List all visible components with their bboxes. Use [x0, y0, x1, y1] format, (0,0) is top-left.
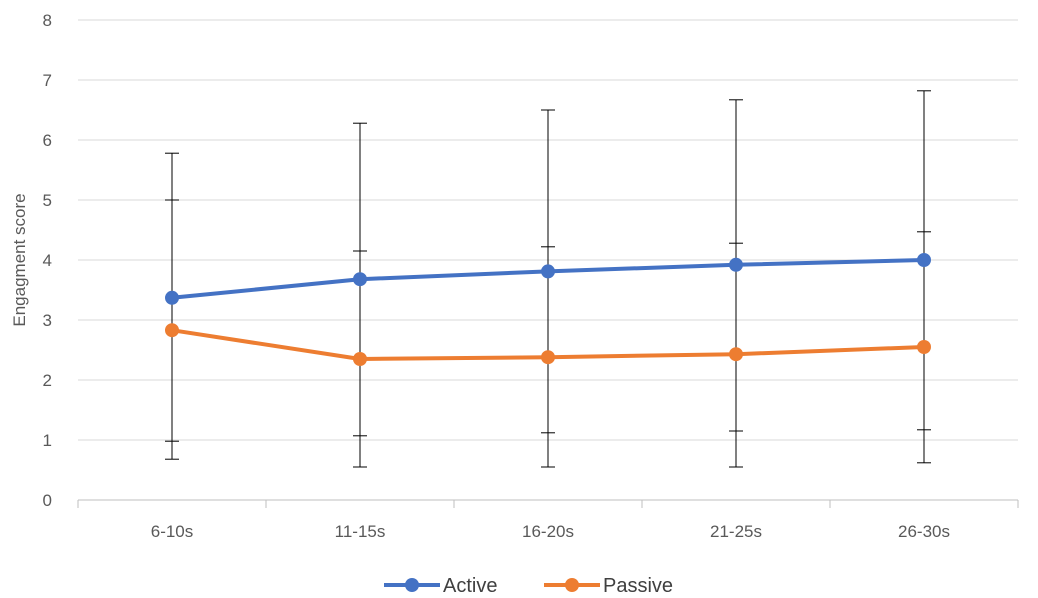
x-tick-label: 6-10s [151, 522, 194, 541]
x-tick-label: 26-30s [898, 522, 950, 541]
error-bars [165, 90, 931, 468]
y-tick-label: 1 [43, 431, 52, 450]
data-point-active [917, 253, 931, 267]
y-tick-label: 2 [43, 371, 52, 390]
data-point-active [541, 264, 555, 279]
y-tick-label: 4 [43, 251, 52, 270]
y-tick-label: 3 [43, 311, 52, 330]
y-tick-label: 0 [43, 491, 52, 510]
y-tick-label: 6 [43, 131, 52, 150]
axes: 0 1 2 3 4 5 6 7 8 6-10s 11-15s 16-20s 21-25s 26-30s [43, 11, 1019, 541]
data-point-passive [165, 323, 179, 338]
data-point-passive [917, 340, 931, 354]
legend-marker-active [405, 578, 419, 592]
data-point-active [353, 272, 367, 287]
series [165, 253, 931, 366]
x-tick-label: 11-15s [335, 522, 386, 541]
legend-label-passive: Passive [603, 575, 673, 597]
data-point-active [165, 290, 179, 305]
y-tick-label: 7 [43, 71, 52, 90]
data-point-passive [729, 347, 743, 362]
x-tick-label: 16-20s [522, 522, 574, 541]
y-axis-title: Engagment score [10, 193, 29, 326]
data-point-passive [353, 352, 367, 366]
y-tick-label: 8 [43, 11, 52, 30]
legend-label-active: Active [443, 575, 497, 597]
legend-marker-passive [565, 578, 579, 592]
y-tick-label: 5 [43, 191, 52, 210]
legend: Active Passive [384, 575, 673, 597]
data-point-active [729, 257, 743, 272]
data-point-passive [541, 350, 555, 365]
x-tick-label: 21-25s [710, 522, 762, 541]
